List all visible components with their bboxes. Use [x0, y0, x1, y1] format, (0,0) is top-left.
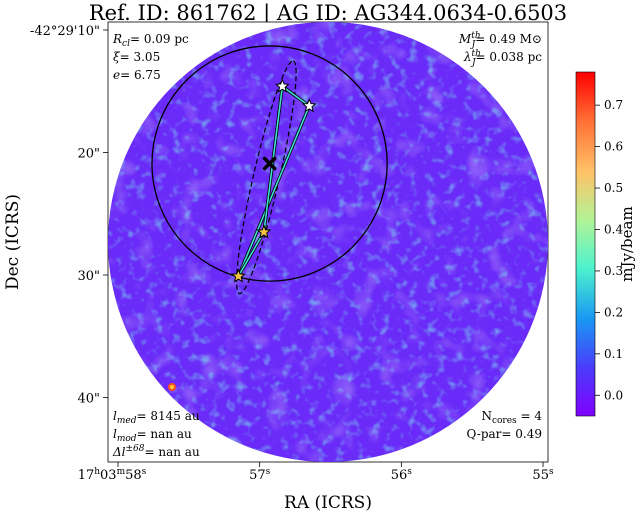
annotation-bottom-right: Ncores = 4 Q-par= 0.49 — [467, 409, 543, 441]
core-marker — [301, 98, 317, 113]
clump-circle — [151, 45, 388, 282]
overlays — [151, 45, 388, 295]
clump-center-marker — [262, 156, 277, 171]
colorbar-tick-label: 0.1 — [604, 347, 623, 361]
annotation-top-right: Mth J= 0.49 M⊙λth J= 0.038 pc — [458, 31, 542, 68]
y-tick-label: 40" — [77, 392, 100, 407]
x-tick-label: 57s — [249, 467, 271, 483]
colorbar-tick-label: 0.4 — [604, 222, 623, 236]
core-marker — [230, 268, 246, 283]
mst-edge — [237, 105, 310, 277]
annotation-line: Mth J= 0.49 M⊙ — [458, 31, 542, 50]
ncores-text: Ncores = 4 — [481, 409, 542, 426]
colorbar-tick-label: 0.0 — [604, 388, 623, 402]
colorbar-tick-label: 0.5 — [604, 181, 623, 195]
annotation-line: Rcl= 0.09 pc — [112, 32, 189, 49]
colorbar-ticks: 0.0 0.1 0.2 0.3 0.4 0.5 0.6 0.7 — [595, 98, 623, 402]
colorbar-label: mJy/beam — [618, 206, 636, 281]
y-tick-label: 30" — [77, 269, 100, 284]
core-marker — [274, 78, 290, 93]
mst-edge — [237, 231, 265, 277]
x-tick-label: 56s — [391, 467, 413, 483]
x-tick-label: 55s — [532, 467, 554, 483]
x-axis-label: RA (ICRS) — [284, 493, 372, 513]
annotation-line: lmed= 8145 au — [113, 409, 200, 426]
annotation-top-left: Rcl= 0.09 pcξ= 3.05 e= 6.75 — [112, 32, 189, 82]
colorbar-tick-label: 0.3 — [604, 264, 623, 278]
colorbar-tick-label: 0.7 — [604, 98, 623, 112]
intensity-map — [108, 22, 548, 462]
colorbar-tick-label: 0.6 — [604, 140, 623, 154]
annotation-line: lmod= nan au — [113, 427, 192, 444]
annotation-line: e= 6.75 — [113, 68, 161, 82]
mst-edge — [281, 85, 310, 107]
annotation-line: λth J= 0.038 pc — [463, 49, 542, 68]
qpar-text: Q-par= 0.49 — [467, 427, 543, 441]
annotation-line: Δl±68= nan au — [112, 444, 200, 459]
colorbar-tick-label: 0.2 — [604, 305, 623, 319]
y-tick-label: -42°29'10" — [30, 24, 100, 39]
y-ticks: -42°29'10" 20" 30" 40" — [30, 24, 108, 407]
x-ticks: 17h03m58s 57s 56s 55s — [78, 462, 554, 483]
y-tick-label: 20" — [77, 147, 100, 162]
core-marker — [256, 224, 272, 239]
y-axis-label: Dec (ICRS) — [3, 194, 23, 290]
colorbar — [575, 71, 596, 417]
x-tick-label: 17h03m58s — [78, 467, 147, 483]
annotation-line: ξ= 3.05 — [113, 50, 160, 64]
